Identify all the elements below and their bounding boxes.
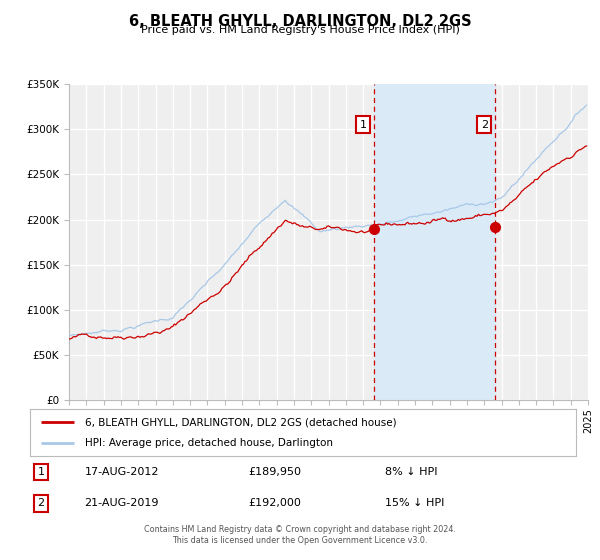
Text: 6, BLEATH GHYLL, DARLINGTON, DL2 2GS: 6, BLEATH GHYLL, DARLINGTON, DL2 2GS (128, 14, 472, 29)
Text: £189,950: £189,950 (248, 467, 301, 477)
Text: 17-AUG-2012: 17-AUG-2012 (85, 467, 159, 477)
Text: 2: 2 (37, 498, 44, 508)
Text: HPI: Average price, detached house, Darlington: HPI: Average price, detached house, Darl… (85, 438, 332, 448)
Text: Price paid vs. HM Land Registry's House Price Index (HPI): Price paid vs. HM Land Registry's House … (140, 25, 460, 35)
Text: 2: 2 (481, 120, 488, 130)
Bar (374, 84, 495, 400)
Text: 15% ↓ HPI: 15% ↓ HPI (385, 498, 444, 508)
Text: 1: 1 (37, 467, 44, 477)
Text: 1: 1 (359, 120, 367, 130)
Text: 21-AUG-2019: 21-AUG-2019 (85, 498, 159, 508)
Text: £192,000: £192,000 (248, 498, 301, 508)
Text: 8% ↓ HPI: 8% ↓ HPI (385, 467, 437, 477)
Text: Contains HM Land Registry data © Crown copyright and database right 2024.
This d: Contains HM Land Registry data © Crown c… (144, 525, 456, 545)
Text: 6, BLEATH GHYLL, DARLINGTON, DL2 2GS (detached house): 6, BLEATH GHYLL, DARLINGTON, DL2 2GS (de… (85, 417, 396, 427)
